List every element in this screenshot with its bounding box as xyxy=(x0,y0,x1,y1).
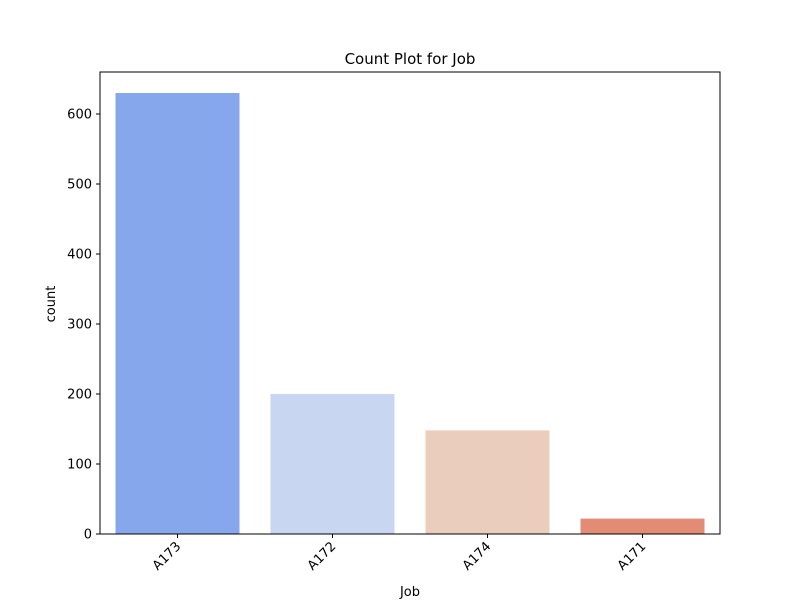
y-tick-label-200: 200 xyxy=(67,388,92,403)
y-tick-label-500: 500 xyxy=(67,178,92,193)
x-tick-label-a173: A173 xyxy=(150,539,184,573)
bar-a172 xyxy=(270,394,395,534)
plot-area: 0 100 200 300 400 500 600 A173 A172 A174 A171 xyxy=(67,71,721,574)
bar-a174 xyxy=(425,430,550,534)
y-tick-label-300: 300 xyxy=(67,318,92,333)
chart-title: Count Plot for Job xyxy=(345,50,476,68)
y-tick-label-100: 100 xyxy=(67,458,92,473)
x-tick-label-a172: A172 xyxy=(305,539,339,573)
y-axis-label: count xyxy=(44,286,59,323)
y-tick-label-400: 400 xyxy=(67,248,92,263)
x-tick-label-a174: A174 xyxy=(460,539,494,573)
bar-a171 xyxy=(580,518,705,534)
y-tick-label-0: 0 xyxy=(84,528,92,543)
y-tick-label-600: 600 xyxy=(67,108,92,123)
plot-frame xyxy=(99,71,721,535)
bar-a173 xyxy=(115,93,240,534)
x-tick-label-a171: A171 xyxy=(615,539,649,573)
x-axis-label: Job xyxy=(399,585,420,600)
